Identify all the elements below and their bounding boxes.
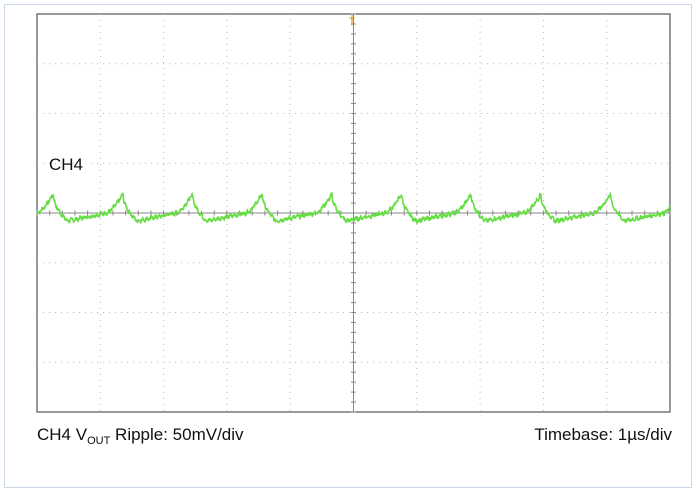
caption-right: Timebase: 1µs/div [534, 425, 672, 444]
trigger-marker: † [349, 13, 355, 27]
channel-label: CH4 [49, 155, 83, 174]
caption-left-suffix: Ripple: 50mV/div [110, 425, 244, 444]
grid-layer [36, 13, 671, 413]
caption-left-subscript: OUT [87, 435, 111, 447]
ch4-waveform-trace [36, 192, 671, 224]
figure-frame [4, 4, 692, 488]
caption-left-prefix: CH4 V [37, 425, 88, 444]
caption-left: CH4 VOUT Ripple: 50mV/div [37, 425, 244, 447]
trace-layer [36, 192, 671, 224]
